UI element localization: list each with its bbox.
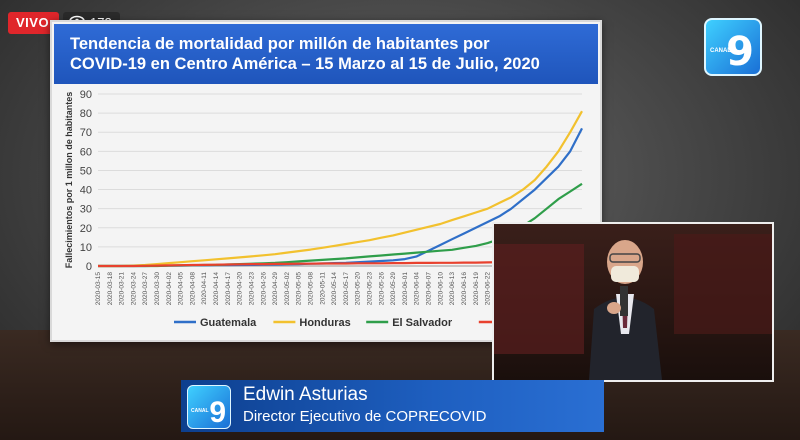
x-tick-label: 2020-04-20 bbox=[237, 272, 244, 306]
x-tick-label: 2020-04-29 bbox=[272, 272, 279, 306]
slide-title-line-1: Tendencia de mortalidad por millón de ha… bbox=[70, 35, 490, 53]
x-tick-label: 2020-03-24 bbox=[130, 272, 137, 306]
y-tick-label: 0 bbox=[86, 261, 92, 273]
slide-header: Tendencia de mortalidad por millón de ha… bbox=[54, 24, 598, 84]
x-tick-label: 2020-04-26 bbox=[260, 272, 267, 306]
x-tick-label: 2020-05-08 bbox=[307, 272, 314, 306]
x-tick-label: 2020-06-19 bbox=[473, 272, 480, 306]
x-tick-label: 2020-05-17 bbox=[343, 272, 350, 306]
x-tick-label: 2020-06-13 bbox=[449, 272, 456, 306]
channel-logo-nine-icon: 9 bbox=[726, 29, 754, 75]
x-tick-label: 2020-05-20 bbox=[355, 272, 362, 306]
x-tick-label: 2020-06-07 bbox=[426, 272, 433, 306]
speaker-name: Edwin Asturias bbox=[243, 384, 368, 405]
y-tick-label: 20 bbox=[80, 223, 92, 235]
x-tick-label: 2020-05-11 bbox=[319, 272, 326, 305]
x-tick-label: 2020-04-08 bbox=[189, 272, 196, 306]
y-tick-label: 10 bbox=[80, 242, 92, 254]
x-tick-label: 2020-04-05 bbox=[178, 272, 185, 306]
x-tick-label: 2020-05-02 bbox=[284, 272, 291, 306]
slide-title: Tendencia de mortalidad por millón de ha… bbox=[70, 34, 590, 74]
x-tick-label: 2020-04-14 bbox=[213, 272, 220, 306]
y-tick-label: 30 bbox=[80, 204, 92, 216]
x-tick-label: 2020-03-18 bbox=[107, 272, 114, 306]
y-tick-label: 80 bbox=[80, 108, 92, 120]
y-tick-label: 60 bbox=[80, 146, 92, 158]
y-axis-label: Fallecimientos por 1 millon de habitante… bbox=[64, 92, 74, 269]
live-badge: VIVO bbox=[8, 12, 60, 34]
speaker-video-inset bbox=[492, 222, 774, 382]
y-tick-label: 50 bbox=[80, 165, 92, 177]
lower-third-nine-icon: 9 bbox=[209, 396, 226, 429]
legend-label: Guatemala bbox=[200, 317, 257, 329]
x-tick-label: 2020-03-15 bbox=[95, 272, 102, 306]
lower-third-logo-text: CANAL bbox=[191, 408, 209, 414]
x-tick-label: 2020-05-29 bbox=[390, 272, 397, 306]
x-tick-label: 2020-04-17 bbox=[225, 272, 232, 306]
speaker-suit-shape bbox=[589, 297, 662, 380]
lower-third-logo: CANAL 9 bbox=[187, 385, 231, 429]
y-tick-label: 90 bbox=[80, 89, 92, 101]
x-tick-label: 2020-05-23 bbox=[367, 272, 374, 306]
legend-label: Honduras bbox=[299, 317, 350, 329]
x-tick-label: 2020-03-30 bbox=[154, 272, 161, 306]
x-tick-label: 2020-06-22 bbox=[485, 272, 492, 306]
y-tick-label: 40 bbox=[80, 185, 92, 197]
speaker-video-frame bbox=[494, 224, 772, 380]
x-tick-label: 2020-05-05 bbox=[296, 272, 303, 306]
channel-logo: CANAL 9 bbox=[704, 18, 762, 76]
face-mask-shape bbox=[611, 266, 639, 282]
x-tick-label: 2020-04-11 bbox=[201, 272, 208, 305]
x-tick-label: 2020-04-23 bbox=[248, 272, 255, 306]
x-tick-label: 2020-06-10 bbox=[437, 272, 444, 306]
y-tick-label: 70 bbox=[80, 127, 92, 139]
x-tick-label: 2020-03-21 bbox=[119, 272, 126, 306]
series-line-honduras bbox=[98, 110, 583, 268]
slide-title-line-2: COVID-19 en Centro América – 15 Marzo al… bbox=[70, 55, 540, 73]
channel-logo-text: CANAL bbox=[710, 48, 731, 54]
legend-label: El Salvador bbox=[392, 317, 453, 329]
x-tick-label: 2020-03-27 bbox=[142, 272, 149, 306]
x-tick-label: 2020-04-02 bbox=[166, 272, 173, 306]
x-tick-label: 2020-05-14 bbox=[331, 272, 338, 306]
lower-third-banner: CANAL 9 Edwin Asturias Director Ejecutiv… bbox=[181, 380, 604, 432]
speaker-role: Director Ejecutivo de COPRECOVID bbox=[243, 408, 487, 425]
x-tick-label: 2020-06-16 bbox=[461, 272, 468, 306]
x-tick-label: 2020-06-04 bbox=[414, 272, 421, 306]
x-tick-label: 2020-05-26 bbox=[378, 272, 385, 306]
x-tick-label: 2020-06-01 bbox=[402, 272, 409, 306]
